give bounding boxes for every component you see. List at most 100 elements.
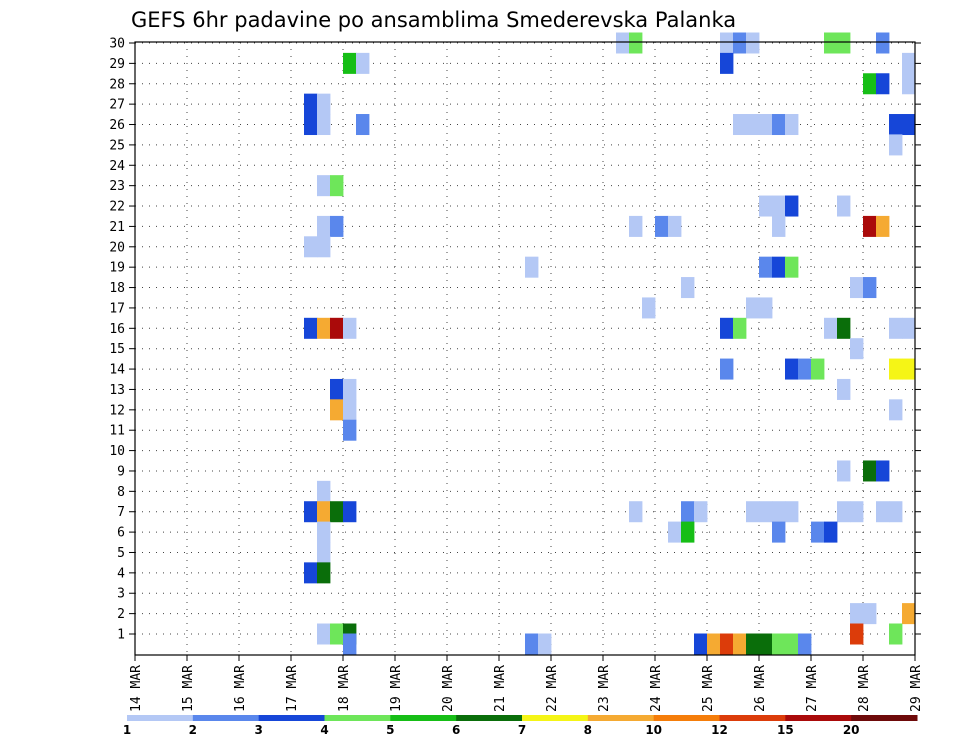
precip-cell (759, 501, 773, 523)
y-tick-label: 19 (109, 261, 125, 276)
precip-cell (772, 633, 786, 655)
y-tick-label: 20 (109, 240, 125, 255)
precip-cell (837, 501, 851, 523)
y-tick-label: 4 (117, 566, 125, 581)
precip-cell (785, 114, 799, 136)
colorbar-label: 10 (645, 723, 662, 737)
x-tick-label: 24 MAR (649, 665, 664, 712)
precip-cell (733, 32, 747, 54)
precip-cell (837, 32, 851, 54)
precip-cell (863, 73, 877, 95)
colorbar-label: 15 (777, 723, 794, 737)
precip-cell (746, 633, 760, 655)
y-tick-label: 16 (109, 322, 125, 337)
y-tick-label: 9 (117, 464, 125, 479)
precip-cell (889, 114, 903, 136)
precip-cell (317, 175, 331, 197)
precip-cell (720, 317, 734, 339)
y-tick-label: 29 (109, 57, 125, 72)
colorbar-swatch (851, 715, 918, 721)
precip-cell (733, 114, 747, 136)
precip-cell (317, 93, 331, 115)
x-axis: 14 MAR 15 MAR 16 MAR 17 MAR 18 MAR 19 MAR 20 M… (129, 655, 924, 712)
precip-cell (850, 277, 864, 299)
precip-cell (811, 358, 825, 380)
precip-cell (343, 501, 357, 523)
y-tick-label: 25 (109, 138, 125, 153)
precip-cell (876, 460, 890, 482)
precip-cell (863, 603, 877, 625)
precip-cell (629, 215, 643, 237)
precip-cell (824, 32, 838, 54)
precip-cell (824, 317, 838, 339)
x-tick-label: 28 MAR (857, 665, 872, 712)
precip-cell (759, 256, 773, 278)
precip-cell (785, 358, 799, 380)
precip-cell (746, 114, 760, 136)
precip-cell (356, 114, 370, 136)
y-tick-label: 21 (109, 220, 125, 235)
precip-cell (746, 32, 760, 54)
precip-cell (772, 256, 786, 278)
x-tick-label: 18 MAR (337, 665, 352, 712)
precip-cell (629, 501, 643, 523)
colorbar-swatch (719, 715, 786, 721)
precip-cell (720, 52, 734, 74)
precip-cell (746, 297, 760, 319)
x-tick-label: 19 MAR (389, 665, 404, 712)
colorbar-label: 3 (254, 723, 262, 737)
chart-title: GEFS 6hr padavine po ansamblima Smederev… (131, 8, 736, 32)
x-tick-label: 23 MAR (597, 665, 612, 712)
y-tick-label: 22 (109, 200, 125, 215)
precip-cell (837, 378, 851, 400)
precip-cell (629, 32, 643, 54)
y-tick-label: 13 (109, 383, 125, 398)
precip-cell (694, 633, 708, 655)
precip-cell (876, 32, 890, 54)
y-tick-label: 14 (109, 363, 125, 378)
precip-cell (902, 317, 916, 339)
precip-cell (785, 501, 799, 523)
y-tick-label: 23 (109, 179, 125, 194)
precip-cell (304, 562, 318, 584)
precip-cell (668, 215, 682, 237)
colorbar-swatch (522, 715, 589, 721)
precip-cell (876, 501, 890, 523)
precip-cell (889, 134, 903, 156)
precip-cell (304, 93, 318, 115)
precip-cell (330, 215, 344, 237)
precip-cell (343, 378, 357, 400)
precip-cell (317, 501, 331, 523)
precip-cell (642, 297, 656, 319)
precip-cell (317, 562, 331, 584)
colorbar-label: 4 (320, 723, 328, 737)
colorbar-swatch (456, 715, 523, 721)
y-tick-label: 6 (117, 526, 125, 541)
colorbar-swatch (324, 715, 391, 721)
precip-cell (759, 195, 773, 217)
precip-cell (317, 215, 331, 237)
precip-cell (330, 399, 344, 421)
precip-cell (850, 338, 864, 360)
precip-cell (304, 236, 318, 258)
colorbar-label: 5 (386, 723, 394, 737)
x-tick-label: 26 MAR (753, 665, 768, 712)
precip-cell (772, 501, 786, 523)
precip-cell (772, 521, 786, 543)
precip-cell (824, 521, 838, 543)
x-tick-label: 22 MAR (545, 665, 560, 712)
precip-cell (902, 52, 916, 74)
colorbar-swatch (390, 715, 457, 721)
precip-cell (317, 521, 331, 543)
precip-cell (343, 633, 357, 655)
precip-cell (772, 195, 786, 217)
precip-cell (317, 541, 331, 563)
x-tick-label: 15 MAR (181, 665, 196, 712)
precip-cell (356, 52, 370, 74)
precip-cell (655, 215, 669, 237)
precip-cell (785, 633, 799, 655)
precip-cell (902, 603, 916, 625)
precip-cell (525, 256, 539, 278)
y-tick-label: 26 (109, 118, 125, 133)
